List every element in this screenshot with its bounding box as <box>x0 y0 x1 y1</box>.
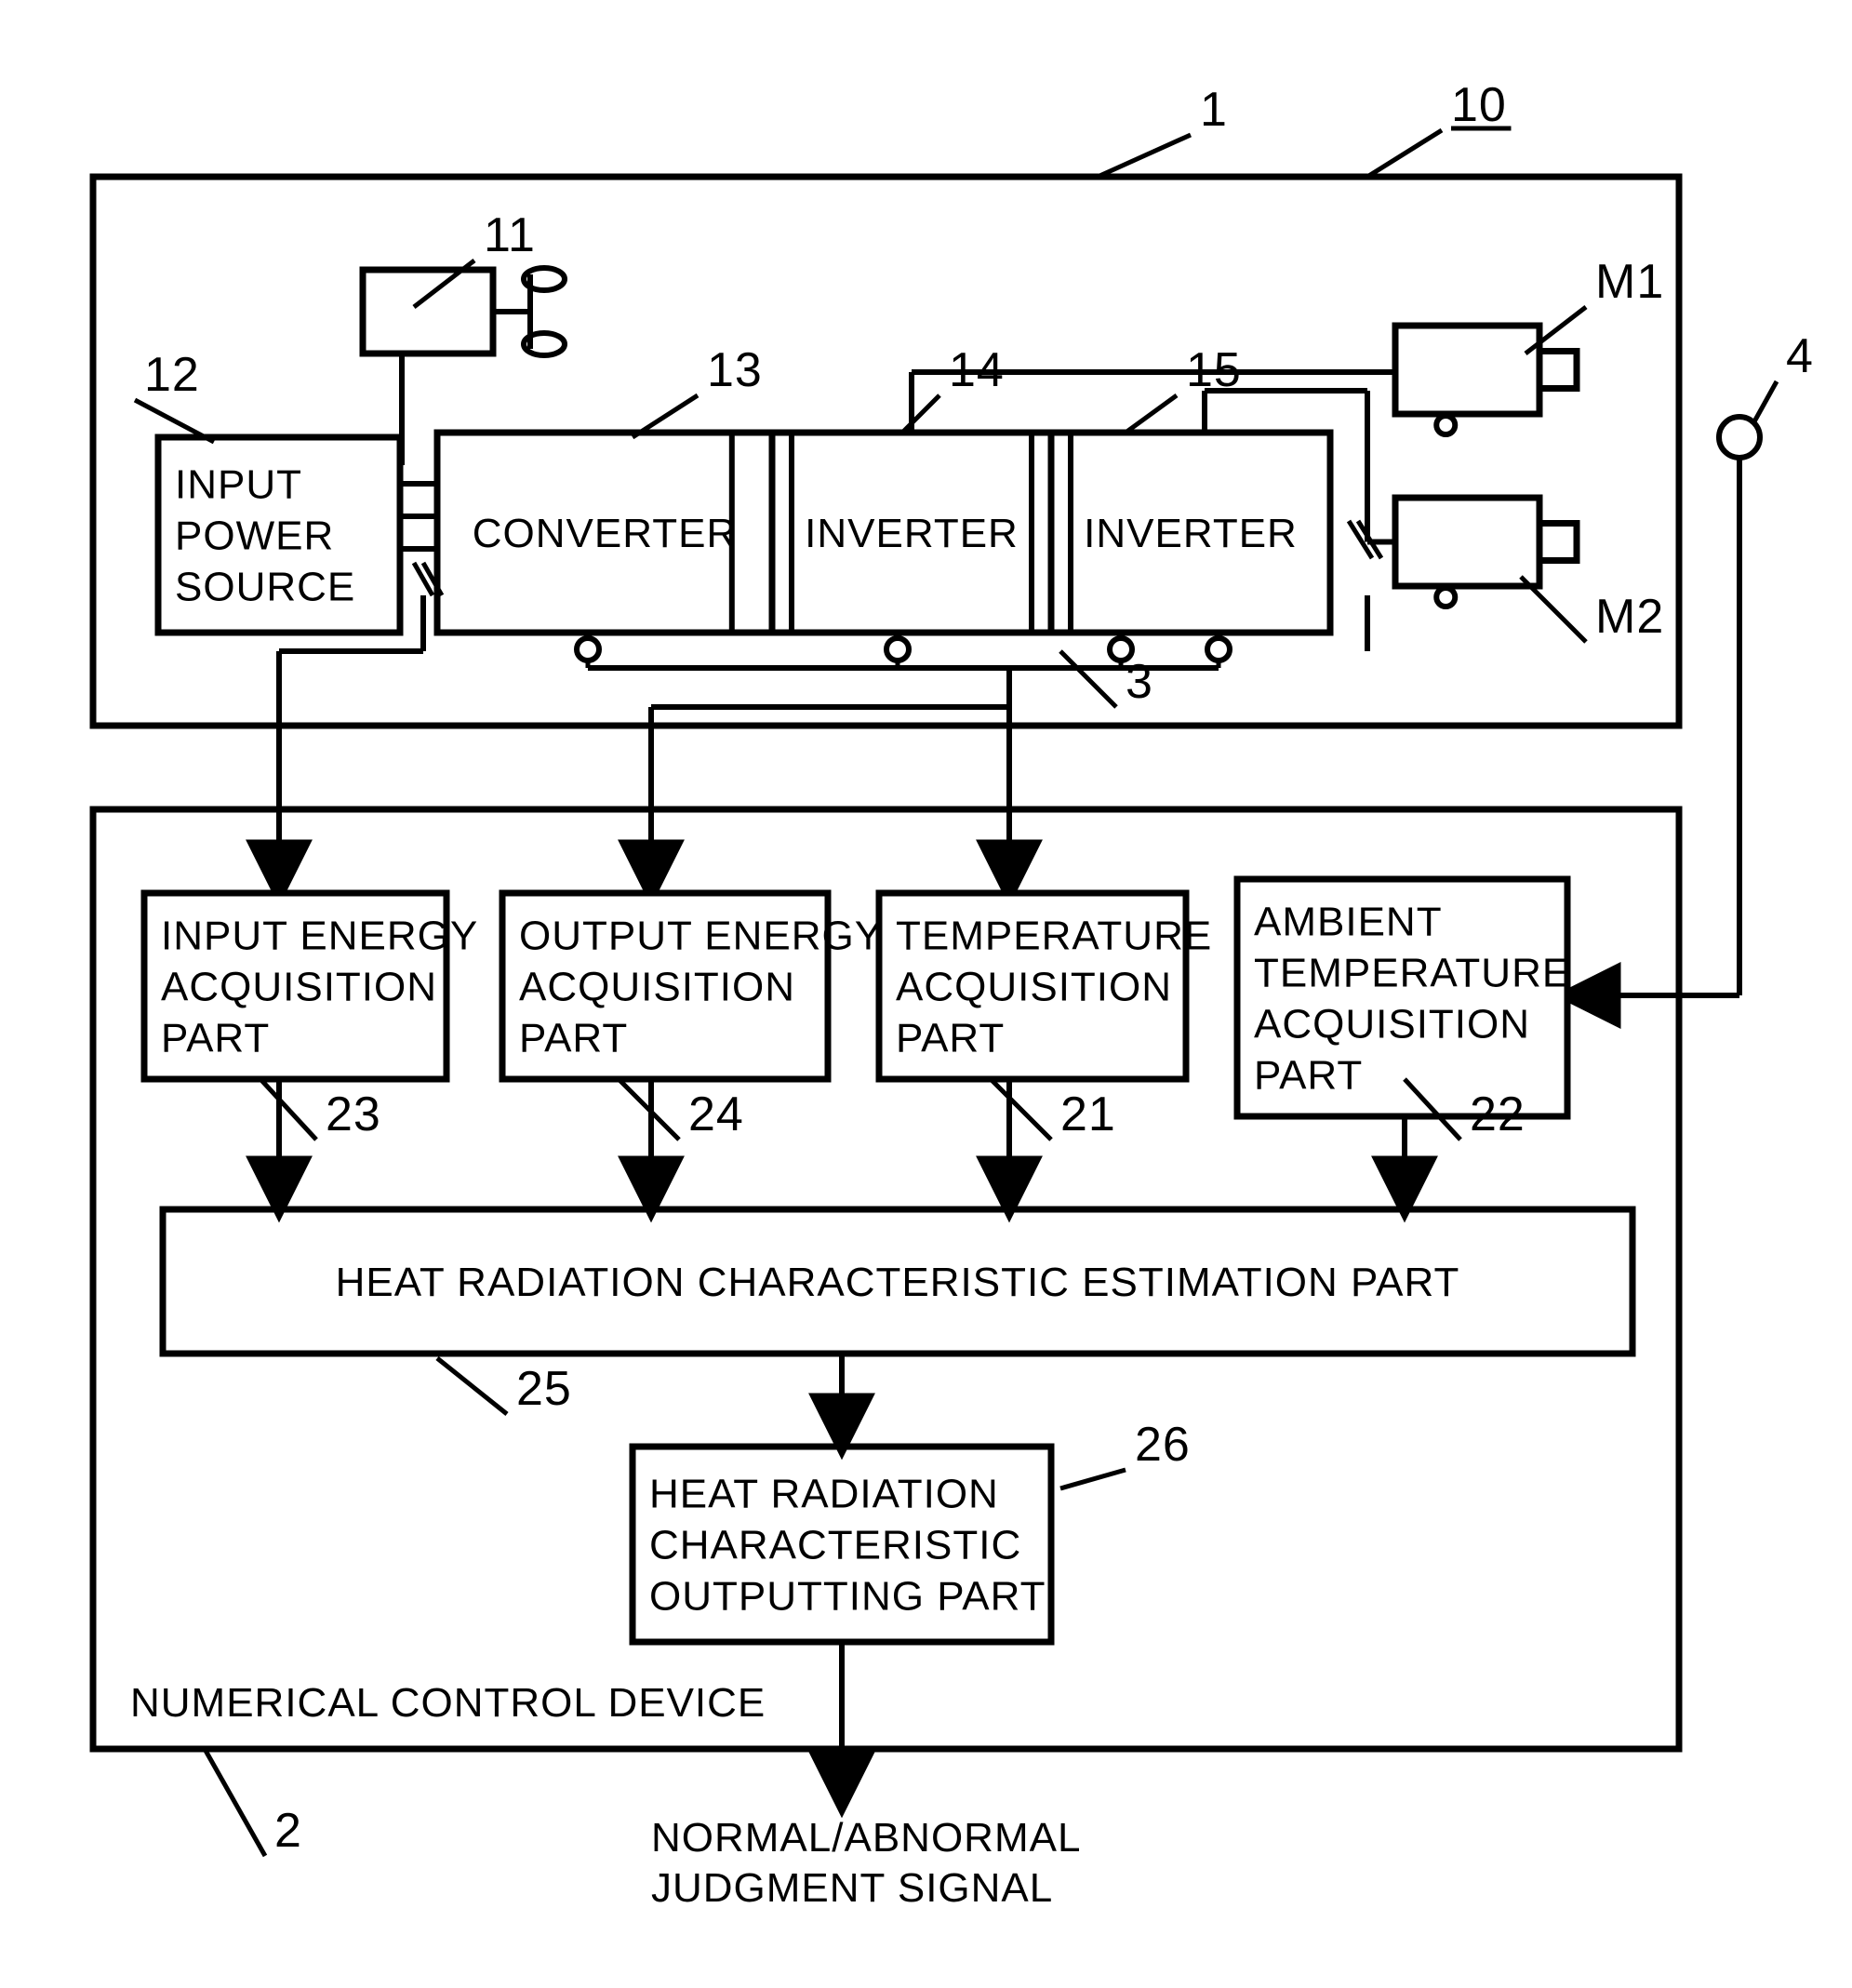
ref-r26: 26 <box>1135 1418 1191 1472</box>
: ACQUISITION <box>519 964 795 1009</box>
motor-m2 <box>1395 498 1539 586</box>
: TEMPERATURE <box>1254 950 1570 995</box>
: PART <box>896 1015 1005 1061</box>
ref-r4: 4 <box>1786 329 1814 383</box>
ref-r3: 3 <box>1126 655 1153 709</box>
: HEAT RADIATION <box>649 1471 999 1516</box>
: CONVERTER <box>473 511 737 556</box>
: HEAT RADIATION CHARACTERISTIC ESTIMATION… <box>336 1260 1460 1305</box>
ref-rM1: M1 <box>1595 255 1664 309</box>
: NORMAL/ABNORMAL <box>651 1815 1081 1861</box>
: PART <box>161 1015 270 1061</box>
ref-rM2: M2 <box>1595 590 1664 644</box>
: PART <box>1254 1052 1363 1098</box>
ref-r12: 12 <box>144 348 200 402</box>
: ACQUISITION <box>1254 1001 1530 1047</box>
ref-r14: 14 <box>949 343 1005 397</box>
ref-r24: 24 <box>688 1087 744 1141</box>
: AMBIENT <box>1254 899 1443 944</box>
ref-r1: 1 <box>1200 83 1228 137</box>
ref-r23: 23 <box>326 1087 381 1141</box>
ref-r21: 21 <box>1060 1087 1116 1141</box>
: ACQUISITION <box>161 964 437 1009</box>
block-diagram: INPUT POWER SOURCE CONVERTER INVERTER INVERTE… <box>0 0 1852 1988</box>
: JUDGMENT SIGNAL <box>651 1865 1053 1911</box>
: OUTPUTTING PART <box>649 1573 1046 1619</box>
: INPUT ENERGY <box>161 913 478 958</box>
: TEMPERATURE <box>896 913 1212 958</box>
: NUMERICAL CONTROL DEVICE <box>130 1680 766 1726</box>
ref-r13: 13 <box>707 343 763 397</box>
ref-r25: 25 <box>516 1362 572 1416</box>
motor-m1 <box>1395 326 1539 414</box>
ref-r22: 22 <box>1470 1087 1526 1141</box>
ref-r15: 15 <box>1186 343 1242 397</box>
: ACQUISITION <box>896 964 1172 1009</box>
motor-m1-shaft <box>1539 352 1577 389</box>
motor-m2-shaft <box>1539 524 1577 561</box>
: INPUT <box>175 461 302 507</box>
: PART <box>519 1015 628 1061</box>
ref-r11: 11 <box>484 208 536 262</box>
: INVERTER <box>1084 511 1298 556</box>
: INVERTER <box>805 511 1019 556</box>
fan-body <box>363 270 493 354</box>
ref-r10: 10 <box>1451 78 1507 132</box>
: OUTPUT ENERGY <box>519 913 883 958</box>
ref-r2: 2 <box>274 1804 302 1858</box>
: POWER <box>175 513 334 558</box>
: SOURCE <box>175 564 355 609</box>
: CHARACTERISTIC <box>649 1522 1021 1568</box>
